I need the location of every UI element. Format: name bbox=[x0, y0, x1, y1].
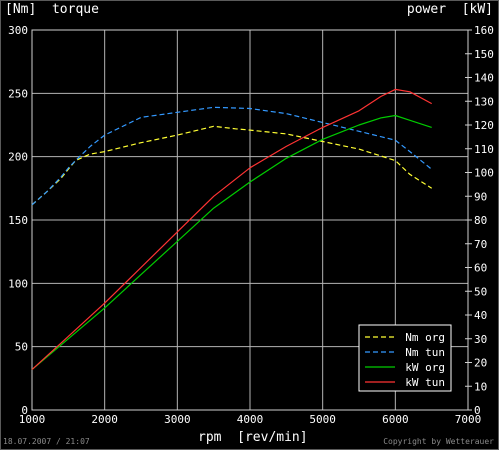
left-y-tick-label: 150 bbox=[8, 214, 28, 227]
right-y-tick-label: 130 bbox=[474, 95, 494, 108]
right-y-tick-label: 100 bbox=[474, 167, 494, 180]
right-y-tick-label: 120 bbox=[474, 119, 494, 132]
legend-label: kW org bbox=[405, 361, 445, 374]
left-y-tick-label: 300 bbox=[8, 24, 28, 37]
right-y-tick-label: 80 bbox=[474, 214, 487, 227]
x-tick-label: 4000 bbox=[237, 413, 264, 426]
x-tick-label: 3000 bbox=[164, 413, 191, 426]
right-axis-title: power [kW] bbox=[406, 2, 493, 17]
right-y-tick-label: 140 bbox=[474, 72, 494, 85]
left-y-tick-label: 50 bbox=[15, 341, 28, 354]
right-y-tick-label: 40 bbox=[474, 309, 487, 322]
right-y-tick-label: 160 bbox=[474, 24, 494, 37]
right-y-tick-label: 110 bbox=[474, 143, 494, 156]
left-y-tick-label: 100 bbox=[8, 277, 28, 290]
series-line-kw-tun bbox=[31, 88, 432, 371]
series-line-nm-tun bbox=[31, 106, 433, 206]
right-y-tick-label: 50 bbox=[474, 285, 487, 298]
right-y-tick-label: 0 bbox=[474, 404, 481, 417]
legend-label: kW tun bbox=[405, 376, 445, 389]
left-axis-title: [Nm] torque bbox=[5, 2, 99, 17]
legend-label: Nm org bbox=[405, 331, 445, 344]
legend-label: Nm tun bbox=[405, 346, 445, 359]
left-y-tick-label: 250 bbox=[8, 87, 28, 100]
right-y-tick-label: 10 bbox=[474, 380, 487, 393]
right-y-tick-label: 60 bbox=[474, 262, 487, 275]
x-axis-title: rpm [rev/min] bbox=[198, 430, 308, 445]
copyright: Copyright by Wetterauer bbox=[383, 437, 494, 446]
series-line-kw-org bbox=[31, 114, 432, 371]
legend-box bbox=[358, 324, 452, 392]
timestamp: 18.07.2007 / 21:07 bbox=[3, 437, 90, 446]
series-line-nm-org bbox=[31, 125, 433, 206]
x-tick-label: 1000 bbox=[19, 413, 46, 426]
right-y-tick-label: 20 bbox=[474, 357, 487, 370]
right-y-tick-label: 90 bbox=[474, 190, 487, 203]
right-y-tick-label: 150 bbox=[474, 48, 494, 61]
right-y-tick-label: 30 bbox=[474, 333, 487, 346]
x-tick-label: 5000 bbox=[309, 413, 336, 426]
x-tick-label: 7000 bbox=[455, 413, 482, 426]
left-y-tick-label: 200 bbox=[8, 151, 28, 164]
x-tick-label: 2000 bbox=[91, 413, 118, 426]
right-y-tick-label: 70 bbox=[474, 238, 487, 251]
x-tick-label: 6000 bbox=[382, 413, 409, 426]
left-y-tick-label: 0 bbox=[21, 404, 28, 417]
